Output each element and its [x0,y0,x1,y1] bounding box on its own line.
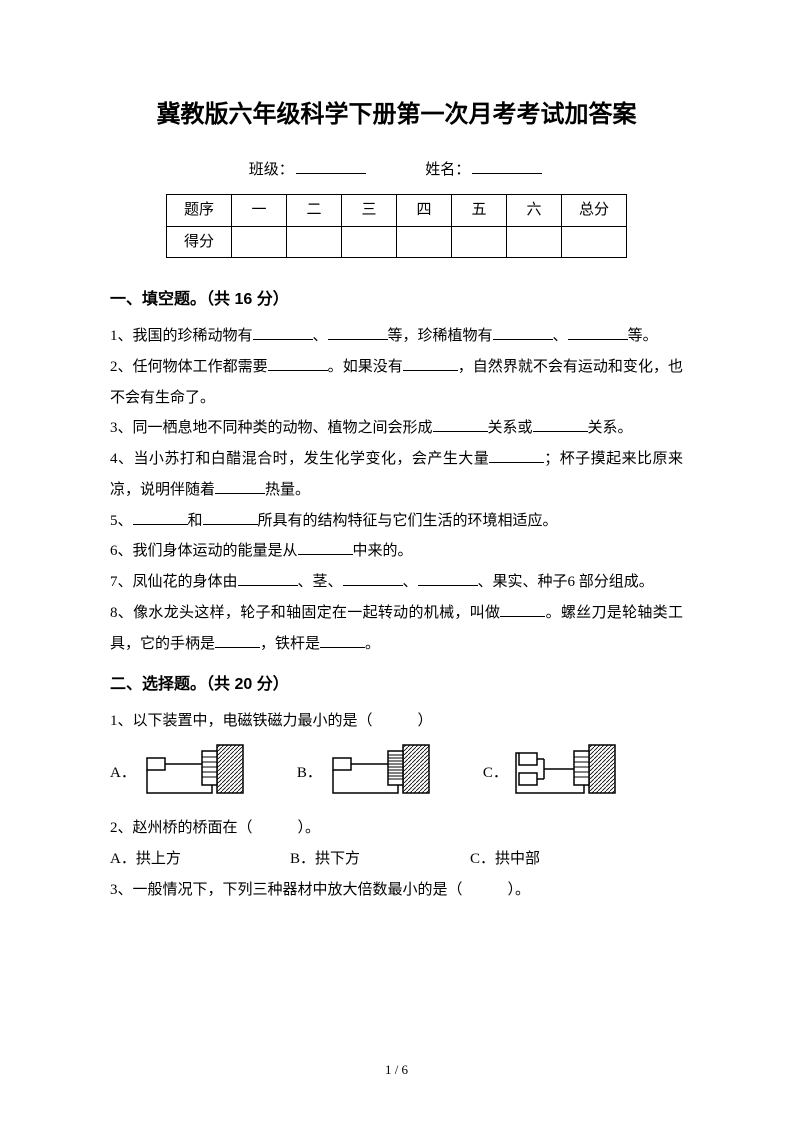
th-6: 六 [507,194,562,226]
td-blank [507,226,562,258]
opt-c: C．拱中部 [470,844,650,875]
opt-b: B．拱下方 [290,844,470,875]
blank [328,325,388,340]
electromagnet-a-icon [142,743,247,803]
q7: 7、凤仙花的身体由 、茎、 、 、果实、种子6 部分组成。 [110,567,683,598]
th-3: 三 [342,194,397,226]
q8: 8、像水龙头这样，轮子和轴固定在一起转动的机械，叫做。螺丝刀是轮轴类工具，它的手… [110,598,683,660]
blank [568,325,628,340]
opt-b-label: B． [297,758,322,789]
s2q1-options: A． B． C． [110,743,683,803]
td-blank [342,226,397,258]
page-title: 冀教版六年级科学下册第一次月考考试加答案 [110,90,683,139]
q-text: 4、当小苏打和白醋混合时，发生化学变化，会产生大量 [110,451,489,467]
q-text: 热量。 [265,482,310,498]
electromagnet-c-icon [514,743,619,803]
q-text: 8、像水龙头这样，轮子和轴固定在一起转动的机械，叫做 [110,605,500,621]
opt-c: C． [483,743,619,803]
page: 冀教版六年级科学下册第一次月考考试加答案 班级： 姓名： 题序 一 二 三 四 … [0,0,793,1122]
q-text: 3、同一栖息地不同种类的动物、植物之间会形成 [110,420,433,436]
q-text: 、果实、种子6 部分组成。 [478,574,654,590]
name-blank [472,159,542,174]
opt-c-label: C． [483,758,508,789]
blank [403,356,458,371]
q6: 6、我们身体运动的能量是从 中来的。 [110,536,683,567]
th-4: 四 [397,194,452,226]
q-text: 等，珍稀植物有 [388,328,493,344]
s2q3: 3、一般情况下，下列三种器材中放大倍数最小的是（ ）。 [110,875,683,906]
q-text: 、 [403,574,418,590]
q-text: 7、凤仙花的身体由 [110,574,238,590]
q4: 4、当小苏打和白醋混合时，发生化学变化，会产生大量；杯子摸起来比原来凉，说明伴随… [110,444,683,506]
score-table: 题序 一 二 三 四 五 六 总分 得分 [166,194,627,259]
blank [298,540,353,555]
blank [343,571,403,586]
blank [489,448,544,463]
opt-a: A． [110,743,247,803]
class-label: 班级： [249,162,294,178]
th-2: 二 [287,194,342,226]
blank [238,571,298,586]
blank [500,602,545,617]
blank [433,417,488,432]
q-text: 中来的。 [353,543,413,559]
q3: 3、同一栖息地不同种类的动物、植物之间会形成 关系或 关系。 [110,413,683,444]
blank [203,510,258,525]
q-text: ，铁杆是 [260,636,320,652]
blank [215,633,260,648]
opt-a-label: A． [110,758,136,789]
electromagnet-b-icon [328,743,433,803]
blank [493,325,553,340]
q-text: 6、我们身体运动的能量是从 [110,543,298,559]
q-text: 2、任何物体工作都需要 [110,359,268,375]
q-text: 。如果没有 [328,359,403,375]
s2q1: 1、以下装置中，电磁铁磁力最小的是（ ） [110,706,683,737]
q1: 1、我国的珍稀动物有 、 等，珍稀植物有 、 等。 [110,321,683,352]
page-footer: 1 / 6 [0,1057,793,1084]
blank [320,633,365,648]
q-text: 和 [188,513,203,529]
q2: 2、任何物体工作都需要。如果没有，自然界就不会有运动和变化，也不会有生命了。 [110,352,683,414]
q-text: 等。 [628,328,658,344]
q5: 5、 和 所具有的结构特征与它们生活的环境相适应。 [110,506,683,537]
table-row: 得分 [167,226,627,258]
th-seq: 题序 [167,194,232,226]
blank [533,417,588,432]
th-total: 总分 [562,194,627,226]
section1-heading: 一、填空题。（共 16 分） [110,284,683,317]
blank [253,325,313,340]
q-text: 所具有的结构特征与它们生活的环境相适应。 [258,513,558,529]
name-label: 姓名： [425,162,470,178]
td-blank [397,226,452,258]
q-text: 关系或 [488,420,533,436]
td-blank [562,226,627,258]
td-score-label: 得分 [167,226,232,258]
class-blank [296,159,366,174]
th-5: 五 [452,194,507,226]
meta-line: 班级： 姓名： [110,155,683,186]
q-text: 、茎、 [298,574,343,590]
section2-heading: 二、选择题。（共 20 分） [110,669,683,702]
blank [418,571,478,586]
th-1: 一 [232,194,287,226]
blank [133,510,188,525]
q-text: 、 [553,328,568,344]
opt-a: A．拱上方 [110,844,290,875]
td-blank [287,226,342,258]
td-blank [232,226,287,258]
blank [215,479,265,494]
q-text: 1、我国的珍稀动物有 [110,328,253,344]
q-text: 关系。 [588,420,633,436]
table-row: 题序 一 二 三 四 五 六 总分 [167,194,627,226]
td-blank [452,226,507,258]
q-text: 。 [365,636,380,652]
opt-b: B． [297,743,433,803]
s2q2-options: A．拱上方 B．拱下方 C．拱中部 [110,844,683,875]
q-text: 、 [313,328,328,344]
s2q2: 2、赵州桥的桥面在（ ）。 [110,813,683,844]
q-text: 5、 [110,513,133,529]
blank [268,356,328,371]
